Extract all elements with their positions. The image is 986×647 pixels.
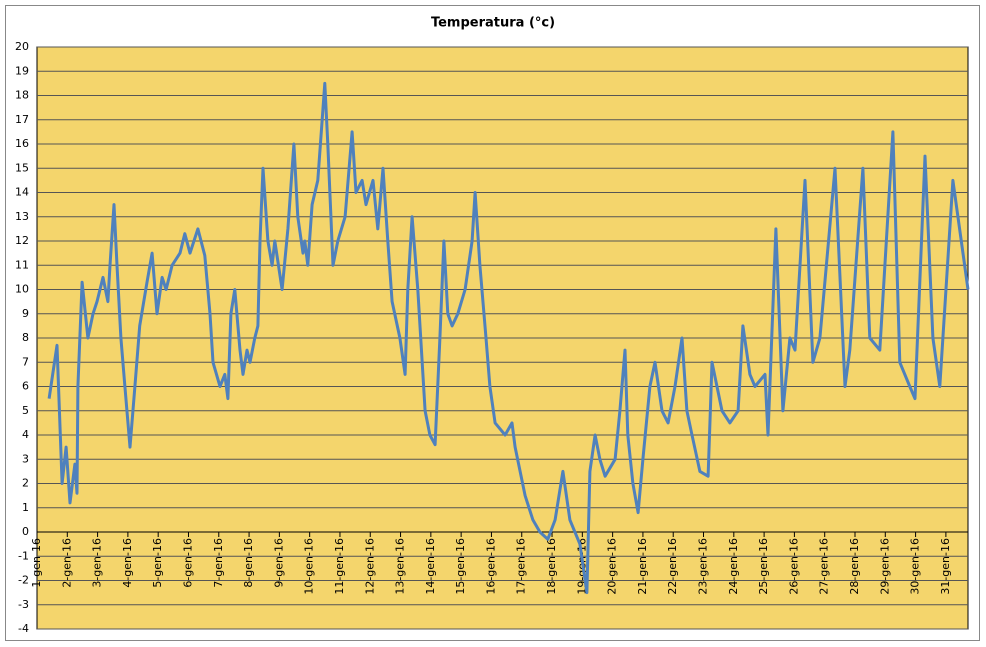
y-tick-label: 1	[22, 501, 29, 514]
data-line	[47, 81, 970, 595]
y-tick-label: 14	[15, 186, 29, 199]
x-tick-label: 27-gen-16	[818, 538, 831, 595]
x-tick-label: 24-gen-16	[727, 538, 740, 595]
y-tick-label: -3	[18, 598, 29, 611]
x-tick-label: 31-gen-16	[939, 538, 952, 595]
y-tick-label: 12	[15, 234, 29, 247]
x-tick-label: 14-gen-16	[424, 538, 437, 595]
x-tick-label: 22-gen-16	[666, 538, 679, 595]
x-tick-label: 9-gen-16	[272, 538, 285, 588]
y-tick-label: 0	[22, 525, 29, 538]
y-tick-label: 3	[22, 452, 29, 465]
x-tick-label: 30-gen-16	[909, 538, 922, 595]
x-tick-label: 5-gen-16	[151, 538, 164, 588]
y-tick-label: 15	[15, 161, 29, 174]
y-tick-label: 18	[15, 89, 29, 102]
x-tick-label: 29-gen-16	[878, 538, 891, 595]
x-tick-label: 2-gen-16	[60, 538, 73, 588]
y-tick-label: 13	[15, 210, 29, 223]
x-tick-label: 26-gen-16	[787, 538, 800, 595]
x-tick-label: 10-gen-16	[303, 538, 316, 595]
x-tick-label: 21-gen-16	[636, 538, 649, 595]
x-tick-label: 6-gen-16	[181, 538, 194, 588]
y-tick-label: 19	[15, 64, 29, 77]
y-tick-label: 5	[22, 404, 29, 417]
y-tick-label: -4	[18, 622, 29, 635]
x-tick-label: 25-gen-16	[757, 538, 770, 595]
y-tick-label: 7	[22, 355, 29, 368]
x-tick-label: 1-gen-16	[30, 538, 43, 588]
x-tick-label: 16-gen-16	[484, 538, 497, 595]
x-tick-label: 3-gen-16	[91, 538, 104, 588]
y-tick-label: 6	[22, 380, 29, 393]
x-tick-label: 4-gen-16	[121, 538, 134, 588]
y-tick-label: 2	[22, 477, 29, 490]
x-tick-label: 7-gen-16	[212, 538, 225, 588]
y-tick-label: 8	[22, 331, 29, 344]
y-tick-label: -1	[18, 549, 29, 562]
y-tick-label: 10	[15, 283, 29, 296]
chart-title: Temperatura (°c)	[431, 16, 555, 31]
y-tick-label: 11	[15, 258, 29, 271]
y-tick-label: -2	[18, 574, 29, 587]
x-tick-label: 20-gen-16	[606, 538, 619, 595]
x-tick-label: 11-gen-16	[333, 538, 346, 595]
y-tick-label: 20	[15, 40, 29, 53]
x-tick-label: 15-gen-16	[454, 538, 467, 595]
x-tick-label: 17-gen-16	[515, 538, 528, 595]
x-tick-label: 23-gen-16	[697, 538, 710, 595]
y-tick-label: 4	[22, 428, 29, 441]
y-tick-label: 9	[22, 307, 29, 320]
x-tick-label: 18-gen-16	[545, 538, 558, 595]
y-tick-label: 17	[15, 113, 29, 126]
x-tick-label: 28-gen-16	[848, 538, 861, 595]
x-tick-label: 8-gen-16	[242, 538, 255, 588]
x-tick-label: 13-gen-16	[394, 538, 407, 595]
x-tick-label: 12-gen-16	[363, 538, 376, 595]
y-tick-label: 16	[15, 137, 29, 150]
